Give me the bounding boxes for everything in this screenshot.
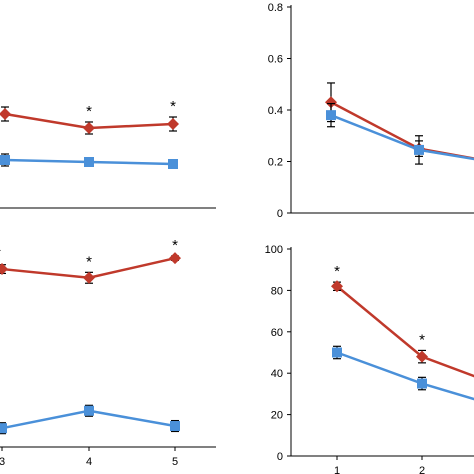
y-tick-label: 80 (271, 285, 283, 297)
significance-marker: * (86, 253, 92, 270)
y-tick-label: 0.2 (268, 157, 283, 169)
series-line (336, 285, 474, 378)
significance-marker: * (172, 237, 178, 254)
series-line (336, 351, 474, 401)
significance-marker: * (334, 263, 340, 280)
data-point-square (417, 378, 427, 389)
data-point-square (168, 159, 178, 169)
x-tick-label: 3 (0, 456, 5, 468)
data-point-square (0, 155, 10, 165)
data-point-square (170, 421, 180, 432)
data-point-diamond (169, 252, 181, 265)
y-tick-label: 40 (271, 368, 283, 380)
panel-bottom-left: 3 4 5 * * * (0, 237, 216, 468)
y-tick-label: 20 (271, 410, 283, 422)
data-point-diamond (83, 271, 95, 284)
data-point-square (326, 110, 336, 121)
data-point-square (84, 405, 94, 416)
y-tick-label: 60 (271, 327, 283, 339)
significance-marker: * (419, 331, 425, 348)
data-point-diamond (0, 263, 8, 276)
x-tick-label: 2 (419, 465, 425, 474)
data-point-square (0, 423, 7, 434)
significance-marker: * (170, 98, 176, 115)
y-tick-label: 0.8 (268, 2, 283, 14)
significance-marker: * (0, 246, 1, 263)
data-point-diamond (325, 96, 337, 109)
significance-marker: * (86, 103, 92, 120)
y-tick-label: 0 (277, 208, 283, 220)
data-point-square (414, 144, 424, 155)
y-tick-label: 0.6 (268, 54, 283, 66)
data-point-diamond (416, 350, 428, 363)
y-tick-label: 100 (265, 244, 283, 256)
data-point-diamond (167, 118, 179, 130)
x-tick-label: 1 (334, 465, 340, 474)
panel-top-right: 0 0.2 0.4 0.6 0.8 (268, 2, 474, 220)
data-point-diamond (0, 108, 11, 120)
panel-top-left: *** (0, 98, 216, 209)
x-tick-label: 5 (172, 456, 178, 468)
data-point-diamond (331, 280, 343, 293)
data-point-square (332, 347, 342, 358)
x-tick-label: 4 (86, 456, 92, 468)
panel-bottom-right: 0 20 40 60 80 100 1 2 * * (265, 244, 474, 474)
data-point-diamond (83, 122, 95, 134)
y-tick-label: 0.4 (268, 105, 283, 117)
y-tick-label: 0 (277, 451, 283, 463)
data-point-square (84, 157, 94, 167)
